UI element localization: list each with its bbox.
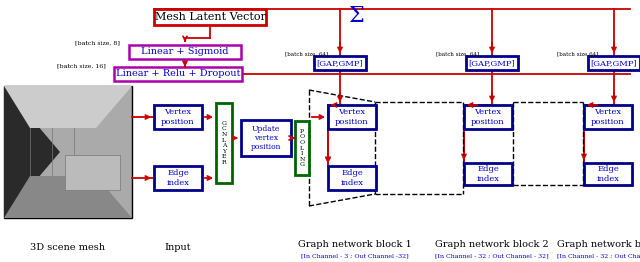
Bar (154, 166, 202, 190)
Bar (295, 121, 309, 175)
Text: [In Channel - 3 ; Out Channel -32]: [In Channel - 3 ; Out Channel -32] (301, 253, 409, 258)
Text: Graph network block 2: Graph network block 2 (435, 240, 549, 249)
Text: Edge
index: Edge index (166, 170, 189, 187)
Bar (129, 45, 241, 59)
Polygon shape (4, 86, 60, 218)
Text: Vertex
position: Vertex position (335, 108, 369, 125)
Text: Linear + Sigmoid: Linear + Sigmoid (141, 47, 228, 57)
Text: [GAP,GMP]: [GAP,GMP] (317, 59, 364, 67)
Text: Mesh Latent Vector: Mesh Latent Vector (155, 12, 266, 22)
Bar (328, 105, 376, 129)
Bar (588, 56, 640, 70)
Text: Graph network block 1: Graph network block 1 (298, 240, 412, 249)
Text: [batch size,64]: [batch size,64] (557, 51, 598, 56)
Polygon shape (4, 86, 132, 128)
Bar (154, 9, 266, 25)
Text: Vertex
position: Vertex position (591, 108, 625, 125)
Text: [batch size, 64]: [batch size, 64] (285, 51, 328, 56)
Bar (464, 105, 512, 129)
Bar (154, 105, 202, 129)
Text: [GAP,GMP]: [GAP,GMP] (468, 59, 515, 67)
Bar (4, 86, 132, 218)
Bar (241, 120, 291, 156)
Text: G
C
N
L
A
Y
E
R: G C N L A Y E R (221, 121, 227, 165)
Bar (584, 163, 632, 185)
Text: Σ: Σ (348, 5, 364, 27)
Bar (466, 56, 518, 70)
Bar (65, 155, 120, 190)
Text: Edge
index: Edge index (596, 165, 620, 183)
Bar (114, 67, 242, 81)
Text: Vertex
position: Vertex position (161, 108, 195, 125)
Text: [In Channel - 32 ; Out Channel - 32]: [In Channel - 32 ; Out Channel - 32] (557, 253, 640, 258)
Polygon shape (4, 176, 132, 218)
Text: Vertex
position: Vertex position (471, 108, 505, 125)
Bar (314, 56, 366, 70)
Text: Update
vertex
position: Update vertex position (251, 125, 281, 151)
Bar (584, 105, 632, 129)
Bar (328, 166, 376, 190)
Bar (216, 103, 232, 183)
Bar (464, 163, 512, 185)
Text: 3D scene mesh: 3D scene mesh (31, 243, 106, 252)
Text: [In Channel - 32 ; Out Channel - 32]: [In Channel - 32 ; Out Channel - 32] (435, 253, 549, 258)
Text: Graph network block 3: Graph network block 3 (557, 240, 640, 249)
Text: Input: Input (164, 243, 191, 252)
Text: P
O
O
L
I
N
G: P O O L I N G (300, 129, 305, 167)
Text: Edge
index: Edge index (477, 165, 499, 183)
Text: [batch size, 16]: [batch size, 16] (57, 63, 106, 68)
Text: Edge
index: Edge index (340, 170, 364, 187)
Text: [GAP,GMP]: [GAP,GMP] (591, 59, 637, 67)
Text: [batch size, 8]: [batch size, 8] (75, 40, 120, 45)
Text: Linear + Relu + Dropout: Linear + Relu + Dropout (116, 69, 240, 79)
Text: [batch size, 64]: [batch size, 64] (436, 51, 479, 56)
